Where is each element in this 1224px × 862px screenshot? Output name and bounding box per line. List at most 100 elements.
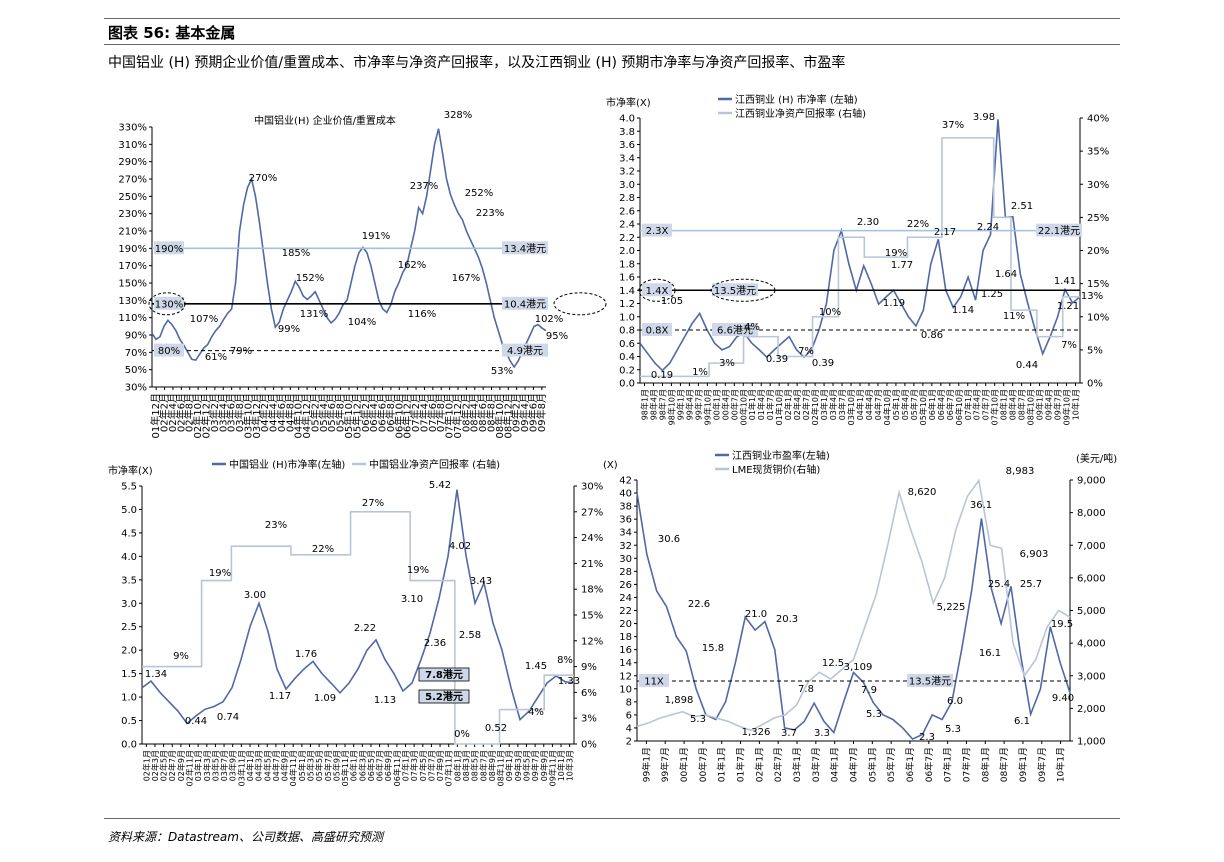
data-label: 0.52 [485,723,507,734]
x-tick-label: 07年7月 [960,747,972,782]
data-label: 12.5 [822,658,844,669]
data-label: 1.21 [1057,301,1079,312]
x-tick-label: 01年10月 [774,389,784,425]
x-tick-label: 06年10月 [954,389,964,425]
x-tick-label: 02年4月 [166,393,179,432]
data-label: 1.19 [883,298,905,309]
svg-text:130%: 130% [155,299,184,310]
data-label: 0.86 [921,330,943,341]
y-tick-label: 0.0 [619,379,635,390]
data-label: 223% [476,208,505,219]
data-label: 1.34 [145,669,167,680]
y2-tick-label: 40% [1087,114,1109,125]
y-tick-label: 70% [125,348,147,359]
data-label: 3,109 [844,662,873,673]
x-tick-label: 99年1月 [640,747,652,782]
y-axis-title: (X) [603,460,618,471]
y-tick-label: 2.6 [619,206,635,217]
y2-tick-label: 24% [581,533,603,544]
x-tick-label: 98年10月 [666,389,676,425]
y-tick-label: 230% [118,209,147,220]
data-label: 2.17 [934,227,956,238]
x-tick-label: 09年5月 [521,750,531,781]
x-tick-label: 07年1月 [963,389,973,420]
x-tick-label: 00年4月 [720,389,730,420]
y-tick-label: 2.2 [619,233,635,244]
x-tick-label: 08年3月 [461,750,471,781]
y-tick-label: 0.8 [619,326,635,337]
x-tick-label: 09年6月 [526,393,539,432]
x-tick-label: 98年7月 [657,389,667,420]
x-tick-label: 07年1月 [942,747,954,782]
data-label: 0% [454,729,470,740]
data-label: 3.10 [401,594,423,605]
data-label: 23% [265,520,287,531]
x-tick-label: 09年11月 [547,750,557,786]
x-tick-label: 09年8月 [535,393,548,432]
x-tick-label: 05年3月 [305,750,315,781]
x-tick-label: 10年1月 [556,750,566,781]
data-label: 5.3 [690,714,706,725]
data-label: 3.7 [781,728,797,739]
data-label: 20.3 [776,614,798,625]
y-tick-label: 130% [118,296,147,307]
data-label: 8% [557,655,573,666]
x-tick-label: 04年10月 [882,389,892,425]
chart-3: 5.5 5.0 4.5 4.0 3.5 3.0 2.5 2.0 1.5 1.0 0.5 0.0 30% 2… [108,458,603,786]
legend-label: 江西铜业市盈率(左轴) [732,449,830,462]
x-tick-label: 06年8月 [384,393,397,432]
chart-4: 424038363432302826242220181614121086429,… [603,449,1117,782]
y-tick-label: 38 [619,502,632,513]
data-label: 6,903 [1020,549,1049,560]
x-tick-label: 03年6月 [225,393,238,432]
reference-right-label: 13.5港元 [712,283,758,297]
y-tick-label: 24 [619,593,632,604]
y-tick-label: 4 [626,723,632,734]
x-tick-label: 09年4月 [1044,389,1054,420]
x-tick-label: 09年7月 [1036,747,1048,782]
y2-tick-label: 30% [1087,180,1109,191]
y2-tick-label: 9,000 [1077,476,1106,487]
x-tick-label: 99年4月 [684,389,694,420]
x-tick-label: 08年6月 [476,393,489,432]
data-label: 152% [296,273,325,284]
x-tick-label: 06年12月 [401,393,414,438]
x-tick-label: 09年9月 [539,750,549,781]
y-tick-label: 14 [619,658,632,669]
data-label: 19% [885,248,907,259]
data-label: 1.14 [952,305,974,316]
x-tick-label: 02年1月 [753,747,765,782]
x-tick-label: 04年4月 [864,389,874,420]
highlight-ellipse [638,278,676,302]
data-label: 61% [205,352,227,363]
y-tick-label: 3.2 [619,167,635,178]
x-tick-label: 03年11月 [236,750,246,786]
data-label: 1.13 [374,695,396,706]
y-tick-label: 42 [619,476,632,487]
data-label: 2.58 [459,630,481,641]
y-tick-label: 0.0 [121,740,137,751]
x-tick-label: 06年1月 [349,750,359,781]
x-tick-label: 10年1月 [1055,747,1067,782]
x-tick-label: 03年4月 [828,389,838,420]
x-tick-label: 03年7月 [219,750,229,781]
x-tick-label: 04年4月 [267,393,280,432]
x-tick-label: 08年7月 [478,750,488,781]
data-label: 9.40 [1052,693,1074,704]
reference-left-label: 190% [154,241,184,255]
data-label: 102% [535,314,564,325]
x-tick-label: 07年8月 [434,393,447,432]
y2-tick-label: 8,000 [1077,508,1106,519]
x-tick-label: 07年4月 [972,389,982,420]
x-tick-label: 03年1月 [819,389,829,420]
x-tick-label: 08年7月 [1017,389,1027,420]
x-tick-label: 07年2月 [409,393,422,432]
y-tick-label: 2.8 [619,193,635,204]
y-tick-label: 3.8 [619,127,635,138]
x-tick-label: 02年1月 [783,389,793,420]
data-label: 7% [798,346,814,357]
x-tick-label: 07年11月 [444,750,454,786]
y-tick-label: 150% [118,279,147,290]
y2-tick-label: 4,000 [1077,639,1106,650]
x-tick-label: 08年12月 [501,393,514,438]
